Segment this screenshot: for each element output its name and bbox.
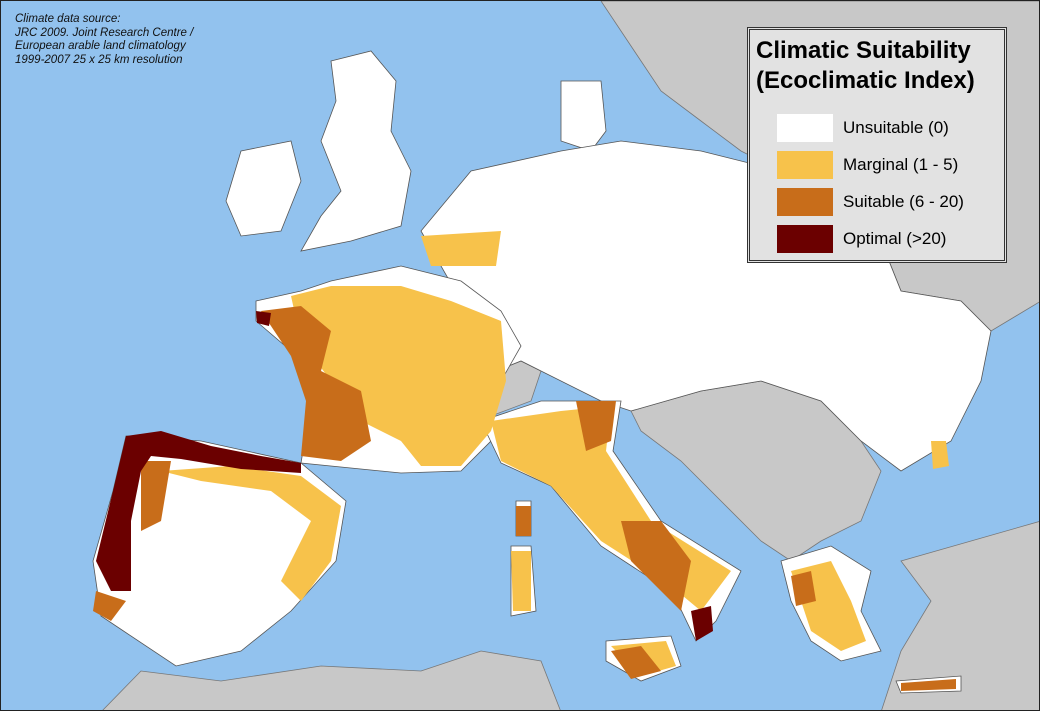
legend-label: Marginal (1 - 5) [843,155,959,174]
legend-title-line: Climatic Suitability [756,37,971,64]
denmark [560,80,607,152]
legend-item-optimal: Optimal (>20) [777,225,946,253]
legend-item-unsuitable: Unsuitable (0) [777,114,949,142]
data-source-note: Climate data source: JRC 2009. Joint Res… [15,13,193,67]
legend-label: Suitable (6 - 20) [843,192,964,211]
legend-title: Climatic Suitability (Ecoclimatic Index) [756,36,1004,96]
marginal-zone [161,231,949,676]
great-britain [300,50,412,252]
source-line: European arable land climatology [15,40,186,52]
legend: Climatic Suitability (Ecoclimatic Index) … [747,27,1007,263]
ireland [225,140,302,237]
suitable-zone [93,306,956,691]
legend-item-suitable: Suitable (6 - 20) [777,188,964,216]
legend-swatch [777,188,833,216]
legend-swatch [777,151,833,179]
optimal-zone [96,311,713,641]
source-line: JRC 2009. Joint Research Centre / [15,26,194,39]
legend-swatch [777,114,833,142]
legend-swatch [777,225,833,253]
source-line: Climate data source: [15,13,121,25]
legend-item-marginal: Marginal (1 - 5) [777,151,958,179]
legend-title-line: (Ecoclimatic Index) [756,67,975,94]
legend-label: Unsuitable (0) [843,118,949,137]
legend-label: Optimal (>20) [843,229,947,248]
source-line: 1999-2007 25 x 25 km resolution [15,53,183,66]
